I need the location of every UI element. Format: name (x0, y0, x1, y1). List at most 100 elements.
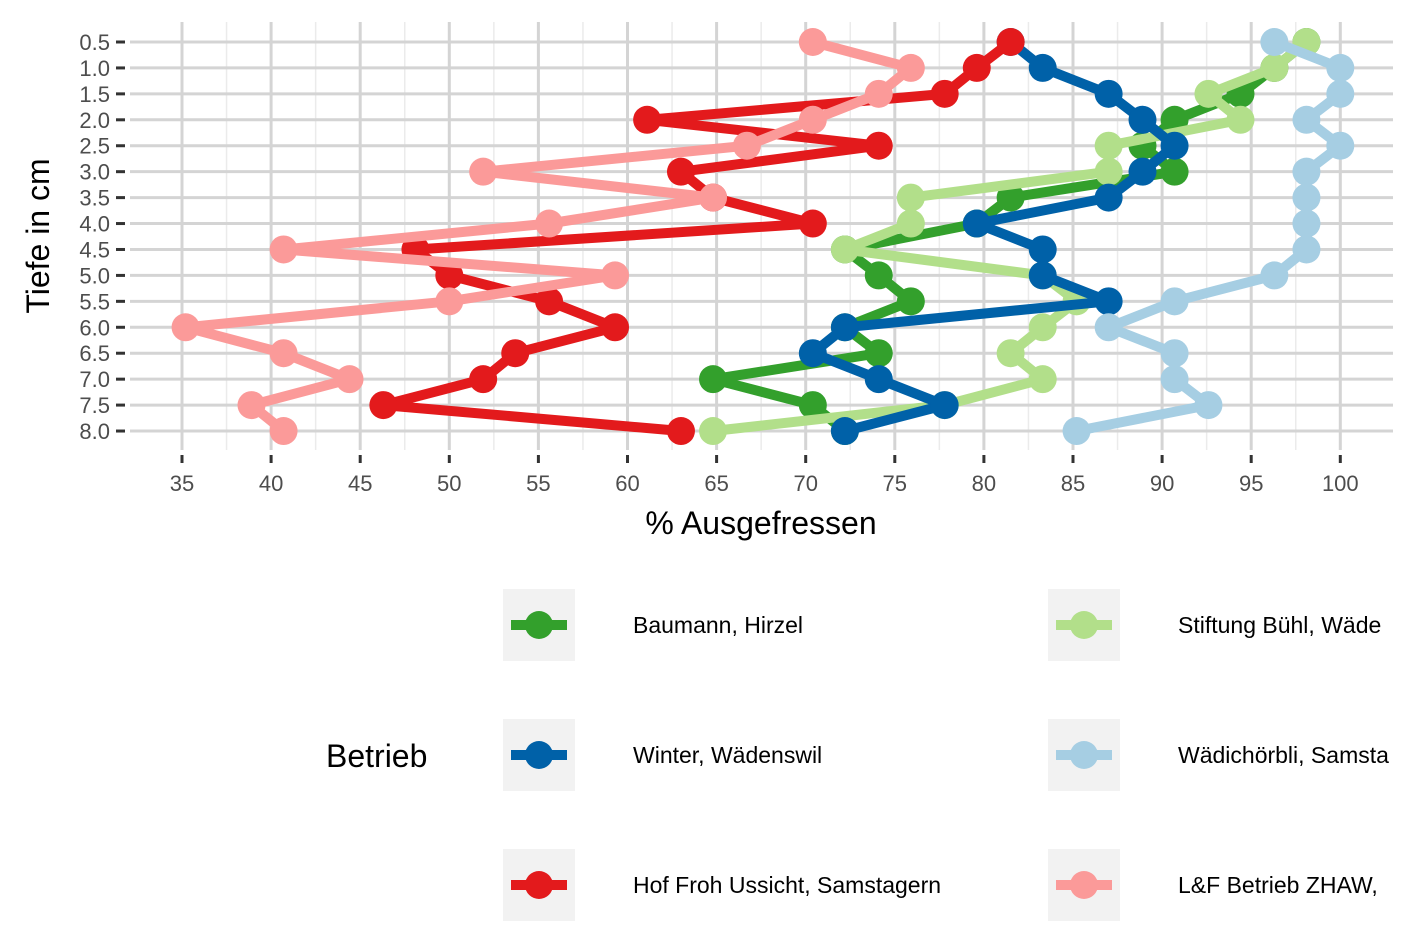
data-point (1094, 157, 1123, 186)
series-line (807, 37, 1180, 436)
data-point (1326, 79, 1355, 108)
data-point (633, 105, 662, 134)
y-axis-title: Tiefe in cm (20, 158, 56, 313)
legend-item: Baumann, Hirzel (503, 589, 803, 661)
series (171, 28, 925, 446)
data-point (864, 339, 893, 368)
x-tick-label: 70 (793, 471, 817, 496)
data-point (1260, 261, 1289, 290)
series-line (378, 37, 1016, 436)
data-point (996, 183, 1025, 212)
x-tick-label: 45 (348, 471, 372, 496)
data-point (798, 209, 827, 238)
data-point (962, 53, 991, 82)
data-point (1160, 287, 1189, 316)
series-line (708, 37, 1312, 436)
data-point (798, 339, 827, 368)
y-tick-label: 1.5 (79, 82, 110, 107)
x-tick-label: 90 (1150, 471, 1174, 496)
data-point (1260, 28, 1289, 56)
data-point (1226, 105, 1255, 134)
legend-label: Winter, Wädenswil (633, 742, 822, 768)
data-point (435, 261, 464, 290)
data-point (237, 391, 266, 420)
legend-key-point (1070, 871, 1098, 899)
y-tick-label: 2.0 (79, 108, 110, 133)
data-point (269, 417, 298, 446)
y-tick-label: 7.5 (79, 393, 110, 418)
data-point (335, 365, 364, 394)
data-point (1160, 365, 1189, 394)
data-point (896, 183, 925, 212)
series (1062, 28, 1355, 446)
data-point (1028, 261, 1057, 290)
data-point (830, 313, 859, 342)
data-point (1028, 235, 1057, 264)
data-point (501, 339, 530, 368)
data-point (1194, 79, 1223, 108)
data-point (601, 261, 630, 290)
x-tick-label: 60 (615, 471, 639, 496)
y-tick-label: 6.5 (79, 341, 110, 366)
data-point (1094, 287, 1123, 316)
legend-label: L&F Betrieb ZHAW, (1178, 872, 1378, 898)
y-tick-label: 1.0 (79, 56, 110, 81)
data-point (864, 131, 893, 160)
legend-key-point (525, 741, 553, 769)
data-point (1194, 391, 1223, 420)
legend-label: Wädichörbli, Samsta (1178, 742, 1389, 768)
data-point (798, 391, 827, 420)
data-point (1094, 131, 1123, 160)
data-point (1160, 157, 1189, 186)
data-point (1128, 157, 1157, 186)
data-point (830, 235, 859, 264)
data-point (798, 28, 827, 56)
data-point (699, 365, 728, 394)
data-point (830, 417, 859, 446)
x-tick-label: 80 (972, 471, 996, 496)
data-point (666, 417, 695, 446)
data-point (1028, 365, 1057, 394)
y-tick-label: 3.5 (79, 186, 110, 211)
data-point (864, 261, 893, 290)
legend-item: Stiftung Bühl, Wäde (1048, 589, 1381, 661)
data-point (1028, 53, 1057, 82)
x-axis-title: % Ausgefressen (645, 505, 876, 541)
x-tick-label: 65 (704, 471, 728, 496)
data-point (1260, 53, 1289, 82)
data-point (1094, 79, 1123, 108)
legend: Baumann, Hirzel Stiftung Bühl, Wäde Winter… (503, 589, 1389, 921)
data-point (864, 79, 893, 108)
y-tick-label: 2.5 (79, 134, 110, 159)
data-point (1326, 131, 1355, 160)
legend-label: Hof Froh Ussicht, Samstagern (633, 872, 941, 898)
legend-key-point (525, 871, 553, 899)
data-point (1128, 105, 1157, 134)
data-point (469, 365, 498, 394)
x-tick-label: 95 (1239, 471, 1263, 496)
y-tick-label: 0.5 (79, 30, 110, 55)
data-point (896, 53, 925, 82)
data-point (1062, 417, 1091, 446)
data-point (535, 287, 564, 316)
x-tick-label: 75 (883, 471, 907, 496)
data-point (930, 391, 959, 420)
x-tick-label: 40 (259, 471, 283, 496)
data-point (1292, 183, 1321, 212)
data-point (798, 105, 827, 134)
data-point (1094, 313, 1123, 342)
legend-label: Baumann, Hirzel (633, 612, 803, 638)
data-point (269, 235, 298, 264)
y-tick-label: 7.0 (79, 367, 110, 392)
data-point (435, 287, 464, 316)
data-point (962, 209, 991, 238)
data-point (1292, 235, 1321, 264)
x-tick-label: 85 (1061, 471, 1085, 496)
data-point (601, 313, 630, 342)
y-tick-label: 5.5 (79, 289, 110, 314)
data-point (1292, 209, 1321, 238)
series (798, 28, 1189, 446)
x-tick-label: 35 (170, 471, 194, 496)
data-point (699, 417, 728, 446)
